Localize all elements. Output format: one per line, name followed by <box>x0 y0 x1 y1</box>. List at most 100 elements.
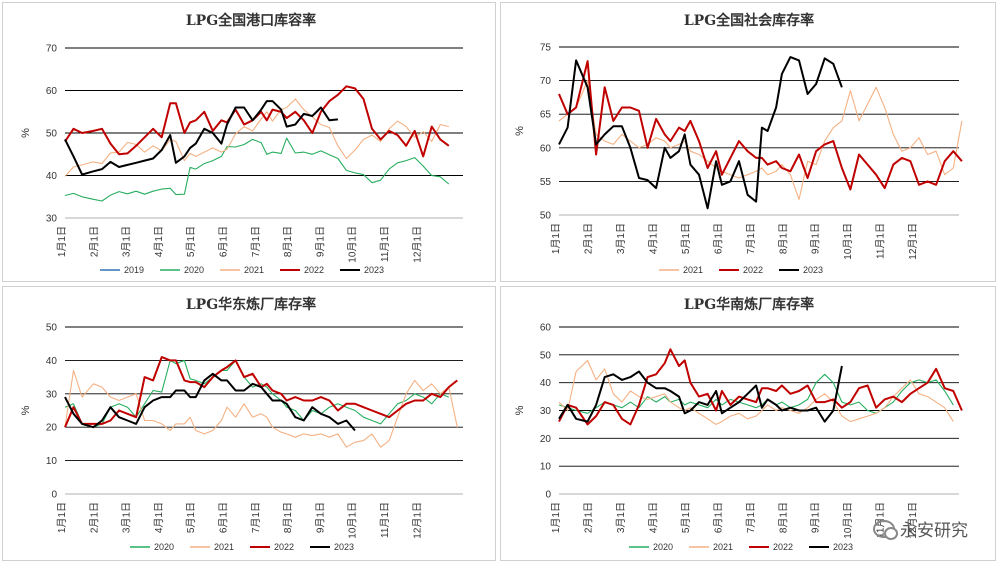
legend-label-2023: 2023 <box>364 265 384 275</box>
chart-panel-port-storage: LPG全国港口库容率 30 40 50 60 70% 1月1日 2月1日 3月1日 4月1日 5月1… <box>2 2 496 282</box>
y-tick-label: 30 <box>46 389 58 400</box>
x-tick-label: 12月1日 <box>411 226 423 263</box>
wechat-icon <box>873 519 898 540</box>
watermark: 永安研究 <box>873 516 968 541</box>
legend-label-2021: 2021 <box>683 265 703 275</box>
series-line-2023 <box>64 100 339 176</box>
y-tick-label: 50 <box>540 211 552 222</box>
x-tick-label: 2月1日 <box>88 226 100 257</box>
x-tick-label: 5月1日 <box>185 226 197 257</box>
y-tick-label: 70 <box>46 44 58 55</box>
legend-label-2022: 2022 <box>304 265 324 275</box>
chart-port-storage: LPG全国港口库容率 30 40 50 60 70% 1月1日 2月1日 3月1日 4月1日 5月1… <box>20 12 463 275</box>
chart-east-china-refinery: LPG华东炼厂库存率 0 10 20 30 40 50% 1月1日 2月1日 3月1日 4月1日 5月… <box>20 296 463 552</box>
y-tick-label: 40 <box>540 378 552 389</box>
x-tick-label: 10月1日 <box>842 502 854 539</box>
x-tick-label: 7月1日 <box>745 502 757 533</box>
x-tick-label: 1月1日 <box>56 226 68 257</box>
y-axis-label: % <box>514 405 526 415</box>
y-axis-label: % <box>514 126 526 136</box>
series-line-2022 <box>64 85 450 158</box>
series-line-2022 <box>64 356 458 428</box>
y-tick-label: 40 <box>46 171 58 182</box>
x-tick-label: 11月1日 <box>379 502 391 538</box>
y-axis-label: % <box>20 405 32 415</box>
y-tick-label: 55 <box>540 177 552 188</box>
x-tick-label: 4月1日 <box>153 502 165 533</box>
x-tick-label: 1月1日 <box>550 223 562 254</box>
x-tick-label: 5月1日 <box>680 502 692 533</box>
x-tick-label: 6月1日 <box>712 223 724 254</box>
chart-panel-east-china-refinery: LPG华东炼厂库存率 0 10 20 30 40 50% 1月1日 2月1日 3月1日 4月1日 5月… <box>2 286 496 561</box>
x-tick-label: 1月1日 <box>550 502 562 533</box>
series-line-2021 <box>64 369 458 448</box>
y-tick-label: 70 <box>540 76 552 87</box>
x-tick-label: 8月1日 <box>777 502 789 533</box>
x-tick-label: 10月1日 <box>347 502 359 539</box>
y-tick-label: 0 <box>51 490 57 501</box>
y-tick-label: 75 <box>540 43 552 54</box>
x-tick-label: 10月1日 <box>842 223 854 260</box>
x-tick-label: 8月1日 <box>282 226 294 257</box>
legend-label-2020: 2020 <box>653 542 673 552</box>
series-line-2021 <box>64 98 449 177</box>
series-line-2023 <box>64 372 356 432</box>
legend-label-2021: 2021 <box>214 542 234 552</box>
y-axis-label: % <box>20 128 32 138</box>
y-tick-label: 50 <box>46 323 58 334</box>
chart-panel-social-inventory: LPG全国社会库存率 50 55 60 65 70 75% 1月1日 2月1日 3月1日 4月1日 5… <box>500 2 996 282</box>
y-tick-label: 0 <box>545 490 551 501</box>
x-tick-label: 8月1日 <box>777 223 789 254</box>
x-tick-label: 9月1日 <box>810 502 822 533</box>
x-tick-label: 5月1日 <box>680 223 692 254</box>
series-line-2023 <box>558 56 843 210</box>
y-tick-label: 40 <box>46 356 58 367</box>
x-tick-label: 4月1日 <box>647 502 659 533</box>
watermark-text: 永安研究 <box>900 521 968 541</box>
x-tick-label: 3月1日 <box>615 223 627 254</box>
x-tick-label: 3月1日 <box>615 502 627 533</box>
x-tick-label: 6月1日 <box>218 502 230 533</box>
y-tick-label: 65 <box>540 110 552 121</box>
series-line-2020 <box>558 373 954 414</box>
y-tick-label: 30 <box>540 406 552 417</box>
y-tick-label: 10 <box>46 456 58 467</box>
y-tick-label: 50 <box>46 129 58 140</box>
chart-title: LPG全国社会库存率 <box>684 12 814 29</box>
x-tick-label: 2月1日 <box>582 502 594 533</box>
x-tick-label: 2月1日 <box>582 223 594 254</box>
x-tick-label: 7月1日 <box>250 226 262 257</box>
x-tick-label: 11月1日 <box>875 223 887 259</box>
x-tick-label: 2月1日 <box>88 502 100 533</box>
x-tick-label: 9月1日 <box>314 502 326 533</box>
x-tick-label: 6月1日 <box>712 502 724 533</box>
legend-label-2023: 2023 <box>334 542 354 552</box>
x-tick-label: 10月1日 <box>347 226 359 263</box>
x-tick-label: 4月1日 <box>647 223 659 254</box>
x-tick-label: 12月1日 <box>907 502 919 539</box>
y-tick-label: 20 <box>540 434 552 445</box>
y-tick-label: 60 <box>540 323 552 334</box>
legend-label-2020: 2020 <box>154 542 174 552</box>
chart-social-inventory: LPG全国社会库存率 50 55 60 65 70 75% 1月1日 2月1日 3月1日 4月1日 5… <box>514 12 963 275</box>
chart-title: LPG华南炼厂库存率 <box>684 296 814 313</box>
y-tick-label: 60 <box>540 143 552 154</box>
x-tick-label: 12月1日 <box>907 223 919 260</box>
y-tick-label: 30 <box>46 214 58 225</box>
legend-label-2020: 2020 <box>184 265 204 275</box>
y-tick-label: 10 <box>540 462 552 473</box>
y-tick-label: 50 <box>540 350 552 361</box>
x-tick-label: 9月1日 <box>810 223 822 254</box>
chart-title: LPG华东炼厂库存率 <box>186 296 316 313</box>
y-tick-label: 60 <box>46 86 58 97</box>
x-tick-label: 5月1日 <box>185 502 197 533</box>
legend-label-2023: 2023 <box>803 265 823 275</box>
x-tick-label: 7月1日 <box>250 502 262 533</box>
x-tick-label: 9月1日 <box>314 226 326 257</box>
legend-label-2023: 2023 <box>833 542 853 552</box>
legend-label-2022: 2022 <box>274 542 294 552</box>
x-tick-label: 7月1日 <box>745 223 757 254</box>
x-tick-label: 1月1日 <box>56 502 68 533</box>
x-tick-label: 11月1日 <box>379 226 391 262</box>
chart-south-china-refinery: LPG华南炼厂库存率 0 10 20 30 40 50 60% 1月1日 2月1日 3月1日 4月1日… <box>514 296 963 552</box>
